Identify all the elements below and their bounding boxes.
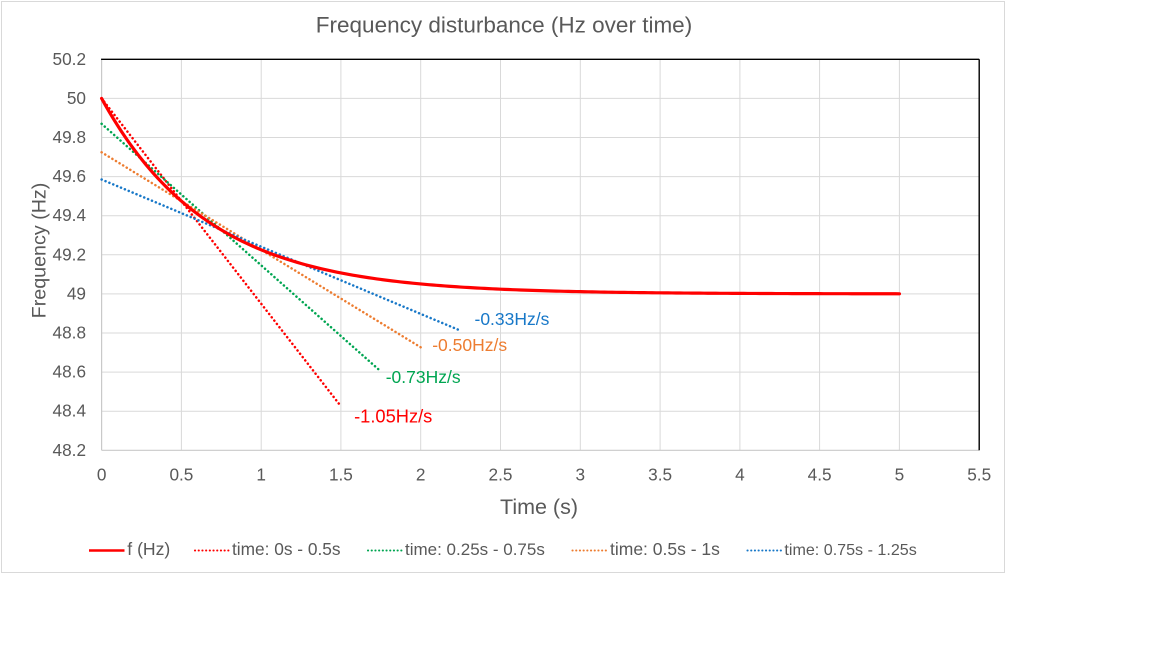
svg-text:5: 5 — [895, 465, 905, 485]
svg-text:Time (s): Time (s) — [500, 495, 578, 519]
svg-text:48.2: 48.2 — [53, 440, 86, 460]
svg-text:48.8: 48.8 — [53, 323, 86, 343]
svg-text:1: 1 — [256, 465, 266, 485]
svg-text:50: 50 — [67, 88, 86, 108]
svg-text:3: 3 — [576, 465, 586, 485]
svg-text:2: 2 — [416, 465, 426, 485]
svg-text:1.5: 1.5 — [329, 465, 353, 485]
svg-text:2.5: 2.5 — [489, 465, 513, 485]
svg-text:4.5: 4.5 — [808, 465, 832, 485]
svg-text:48.4: 48.4 — [53, 401, 87, 421]
svg-text:time: 0.75s - 1.25s: time: 0.75s - 1.25s — [784, 541, 916, 559]
svg-text:time: 0.5s - 1s: time: 0.5s - 1s — [610, 539, 720, 559]
svg-text:49.6: 49.6 — [53, 166, 86, 186]
svg-text:49: 49 — [67, 283, 86, 303]
svg-text:-0.73Hz/s: -0.73Hz/s — [386, 367, 461, 387]
svg-text:3.5: 3.5 — [648, 465, 672, 485]
svg-text:f (Hz): f (Hz) — [127, 539, 170, 559]
svg-text:-0.33Hz/s: -0.33Hz/s — [475, 309, 550, 329]
svg-text:5.5: 5.5 — [967, 465, 991, 485]
svg-text:-0.50Hz/s: -0.50Hz/s — [432, 335, 507, 355]
svg-text:0: 0 — [97, 465, 107, 485]
svg-text:time: 0.25s - 0.75s: time: 0.25s - 0.75s — [405, 540, 545, 559]
svg-text:time: 0s - 0.5s: time: 0s - 0.5s — [232, 539, 341, 559]
svg-text:4: 4 — [735, 465, 745, 485]
svg-text:49.4: 49.4 — [53, 205, 87, 225]
svg-text:Frequency (Hz): Frequency (Hz) — [29, 183, 51, 319]
svg-text:-1.05Hz/s: -1.05Hz/s — [354, 406, 432, 427]
svg-text:Frequency disturbance (Hz over: Frequency disturbance (Hz over time) — [316, 13, 692, 38]
svg-text:50.2: 50.2 — [53, 49, 86, 69]
svg-text:49.2: 49.2 — [53, 244, 86, 264]
svg-text:49.8: 49.8 — [53, 127, 86, 147]
svg-text:48.6: 48.6 — [53, 362, 86, 382]
svg-text:0.5: 0.5 — [169, 465, 193, 485]
